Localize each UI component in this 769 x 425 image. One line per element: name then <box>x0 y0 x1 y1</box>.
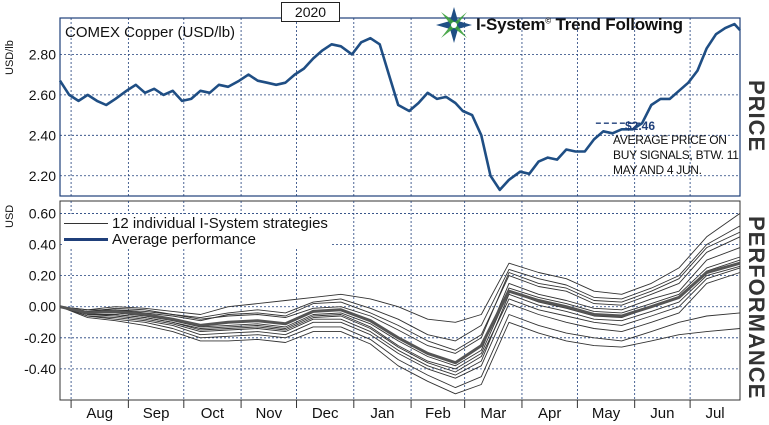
x-tick-label: Nov <box>255 405 282 422</box>
strategy-line <box>59 236 741 351</box>
x-tick-label: Dec <box>312 405 339 422</box>
legend-swatch-strategies <box>64 222 108 224</box>
x-tick-label: Sep <box>143 405 170 422</box>
price-y-tick-label: 2.40 <box>29 127 56 143</box>
x-tick-label: Mar <box>480 405 506 422</box>
performance-y-tick-label: -0.40 <box>24 361 56 377</box>
year-label: 2020 <box>281 2 340 22</box>
performance-y-tick-label: 0.60 <box>29 205 56 221</box>
performance-side-label: PERFORMANCE <box>744 216 769 400</box>
star-logo-icon <box>436 7 472 43</box>
x-tick-label: Oct <box>201 405 225 422</box>
performance-y-tick-label: -0.20 <box>24 330 56 346</box>
strategy-line <box>59 306 741 395</box>
x-tick-label: Jun <box>650 405 674 422</box>
x-tick-label: Jul <box>705 405 724 422</box>
strategy-line <box>59 231 741 354</box>
performance-legend: 12 individual I-System strategies Averag… <box>62 214 332 248</box>
performance-y-tick-label: 0.20 <box>29 268 56 284</box>
x-tick-label: May <box>592 405 621 422</box>
strategy-line <box>59 259 741 370</box>
brand-name: I-System© Trend Following <box>476 15 683 34</box>
price-series-line <box>58 22 741 192</box>
strategy-line <box>59 306 741 389</box>
x-tick-label: Aug <box>86 405 113 422</box>
legend-label-strategies: 12 individual I-System strategies <box>112 214 328 232</box>
legend-label-average: Average performance <box>112 230 256 248</box>
brand-logo: I-System© Trend Following <box>436 5 683 45</box>
average-performance-line <box>59 261 741 365</box>
legend-item-average: Average performance <box>64 230 328 248</box>
buy-price-annotation: $2.46 <box>625 119 656 133</box>
strategy-line <box>59 213 741 323</box>
legend-item-strategies: 12 individual I-System strategies <box>64 214 328 232</box>
strategy-line <box>59 272 741 379</box>
x-tick-label: Feb <box>425 405 451 422</box>
buy-signal-note: AVERAGE PRICE ON BUY SIGNALS, BTW. 11 MA… <box>613 133 739 177</box>
price-unit-label: USD/lb <box>4 40 16 75</box>
price-panel-title: COMEX Copper (USD/lb) <box>65 24 236 41</box>
strategy-line <box>59 265 741 376</box>
performance-unit-label: USD <box>4 204 16 228</box>
x-tick-label: Apr <box>538 405 561 422</box>
price-y-tick-label: 2.80 <box>29 46 56 62</box>
performance-y-tick-label: 0.00 <box>29 299 56 315</box>
performance-y-tick-label: 0.40 <box>29 237 56 253</box>
price-y-tick-label: 2.60 <box>29 87 56 103</box>
legend-swatch-average <box>64 237 108 241</box>
x-tick-label: Jan <box>370 405 394 422</box>
price-y-tick-label: 2.20 <box>29 168 56 184</box>
price-side-label: PRICE <box>744 80 769 153</box>
